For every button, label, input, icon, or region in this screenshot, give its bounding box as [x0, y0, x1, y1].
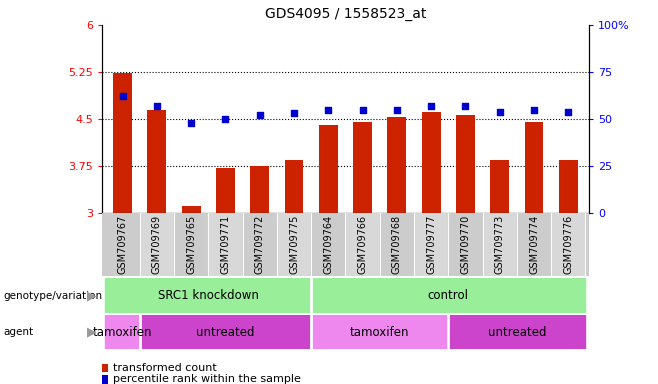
Text: genotype/variation: genotype/variation	[3, 291, 103, 301]
Bar	[277, 213, 311, 276]
Point	[289, 110, 299, 116]
Text: untreated: untreated	[196, 326, 255, 339]
Bar	[551, 213, 586, 276]
Bar	[490, 160, 509, 213]
Bar	[113, 73, 132, 213]
Bar	[174, 213, 209, 276]
Text: untreated: untreated	[488, 326, 546, 339]
Point	[357, 106, 368, 113]
Bar	[105, 315, 139, 349]
Text: GSM709772: GSM709772	[255, 215, 265, 275]
Text: agent: agent	[3, 327, 34, 337]
Bar	[422, 111, 441, 213]
Bar	[182, 205, 201, 213]
Text: GSM709771: GSM709771	[220, 215, 230, 274]
Text: ▶: ▶	[87, 326, 97, 339]
Bar	[448, 213, 482, 276]
Text: transformed count: transformed count	[113, 363, 217, 373]
Bar	[353, 122, 372, 213]
Bar	[517, 213, 551, 276]
Text: GSM709774: GSM709774	[529, 215, 539, 274]
Bar	[482, 213, 517, 276]
Text: control: control	[428, 289, 468, 302]
Bar	[147, 110, 166, 213]
Text: SRC1 knockdown: SRC1 knockdown	[158, 289, 259, 302]
Bar	[319, 125, 338, 213]
Text: GSM709775: GSM709775	[289, 215, 299, 275]
Text: GSM709773: GSM709773	[495, 215, 505, 274]
Text: GSM709769: GSM709769	[152, 215, 162, 274]
Point	[495, 108, 505, 114]
Bar	[311, 278, 586, 313]
Point	[186, 120, 196, 126]
Text: GSM709765: GSM709765	[186, 215, 196, 274]
Bar	[559, 160, 578, 213]
Text: GSM709770: GSM709770	[461, 215, 470, 274]
Bar	[139, 213, 174, 276]
Point	[323, 106, 334, 113]
Bar	[414, 213, 448, 276]
Point	[563, 108, 574, 114]
Point	[392, 106, 402, 113]
Point	[220, 116, 231, 122]
Point	[529, 106, 540, 113]
Bar	[209, 213, 243, 276]
Bar	[139, 315, 311, 349]
Point	[151, 103, 162, 109]
Text: GSM709767: GSM709767	[118, 215, 128, 274]
Bar	[243, 213, 277, 276]
Bar	[105, 278, 311, 313]
Bar	[250, 166, 269, 213]
Bar	[284, 160, 303, 213]
Point	[426, 103, 436, 109]
Text: GSM709768: GSM709768	[392, 215, 402, 274]
Bar	[105, 213, 139, 276]
Point	[255, 112, 265, 118]
Text: GSM709764: GSM709764	[323, 215, 334, 274]
Bar	[448, 315, 586, 349]
Text: GSM709766: GSM709766	[357, 215, 368, 274]
Title: GDS4095 / 1558523_at: GDS4095 / 1558523_at	[265, 7, 426, 21]
Text: percentile rank within the sample: percentile rank within the sample	[113, 374, 301, 384]
Text: ▶: ▶	[87, 289, 97, 302]
Bar	[216, 168, 235, 213]
Bar	[311, 213, 345, 276]
Bar	[380, 213, 414, 276]
Text: tamoxifen: tamoxifen	[93, 326, 152, 339]
Text: GSM709776: GSM709776	[563, 215, 573, 274]
Text: GSM709777: GSM709777	[426, 215, 436, 275]
Bar	[311, 315, 448, 349]
Point	[460, 103, 470, 109]
Bar	[524, 122, 544, 213]
Bar	[456, 115, 475, 213]
Bar	[388, 117, 406, 213]
Bar	[345, 213, 380, 276]
Point	[117, 93, 128, 99]
Text: tamoxifen: tamoxifen	[350, 326, 409, 339]
